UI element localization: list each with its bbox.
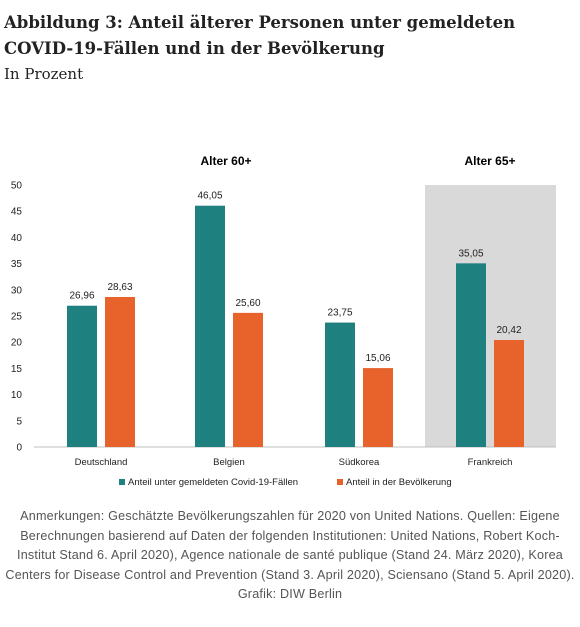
y-axis: 0 5 10 15 20 25 30 35 40 45 50 [11, 181, 23, 454]
y-tick-label: 20 [11, 338, 23, 349]
bar-bevoelkerung [233, 312, 263, 447]
credit-text: Grafik: DIW Berlin [237, 587, 343, 602]
shaded-region-alter-65 [425, 185, 556, 447]
y-tick-label: 0 [16, 443, 22, 454]
bar-covid [67, 305, 97, 447]
legend: Anteil unter gemeldeten Covid-19-Fällen … [119, 477, 452, 488]
data-label: 20,42 [496, 325, 521, 336]
y-tick-label: 30 [11, 285, 23, 296]
y-tick-label: 35 [11, 259, 23, 270]
bar-bevoelkerung [494, 339, 524, 447]
bar-chart: Alter 60+ Alter 65+ 0 5 10 15 20 25 30 35 40 45 50… [11, 154, 556, 488]
legend-label-bevoelkerung: Anteil in der Bevölkerung [346, 477, 452, 488]
x-tick-label: Südkorea [339, 457, 380, 468]
bar-bevoelkerung [363, 368, 393, 447]
x-tick-label: Deutschland [75, 457, 128, 468]
data-label: 15,06 [365, 353, 390, 364]
x-tick-label: Belgien [213, 457, 245, 468]
y-tick-label: 50 [11, 181, 23, 192]
bar-covid [456, 263, 486, 447]
y-tick-label: 40 [11, 233, 23, 244]
legend-swatch-bevoelkerung [337, 479, 343, 485]
data-label: 35,05 [458, 248, 483, 259]
notes-block: Anmerkungen: Geschätzte Bevölkerungszahl… [4, 507, 576, 605]
y-tick-label: 25 [11, 312, 23, 323]
chart-subtitle: In Prozent [4, 65, 84, 83]
bar-covid [325, 322, 355, 447]
data-label: 28,63 [107, 282, 132, 293]
bars: 26,96 28,63 46,05 25,60 23,75 15,06 35,05 20,42 [67, 191, 524, 447]
data-label: 23,75 [327, 308, 352, 319]
data-label: 46,05 [197, 191, 222, 202]
y-tick-label: 45 [11, 207, 23, 218]
bar-bevoelkerung [105, 296, 135, 447]
chart-title: Abbildung 3: Anteil älterer Personen unt… [4, 13, 516, 58]
data-label: 25,60 [235, 298, 260, 309]
x-axis-labels: Deutschland Belgien Südkorea Frankreich [75, 457, 513, 468]
legend-swatch-covid [119, 479, 125, 485]
x-tick-label: Frankreich [468, 457, 513, 468]
legend-label-covid: Anteil unter gemeldeten Covid-19-Fällen [128, 477, 298, 488]
y-tick-label: 5 [16, 416, 22, 427]
group-label-alter-65: Alter 65+ [464, 154, 515, 168]
notes-text: Anmerkungen: Geschätzte Bevölkerungszahl… [5, 509, 575, 582]
group-label-alter-60: Alter 60+ [200, 154, 251, 168]
bar-covid [195, 205, 225, 447]
y-tick-label: 15 [11, 364, 23, 375]
data-label: 26,96 [69, 291, 94, 302]
y-tick-label: 10 [11, 390, 23, 401]
